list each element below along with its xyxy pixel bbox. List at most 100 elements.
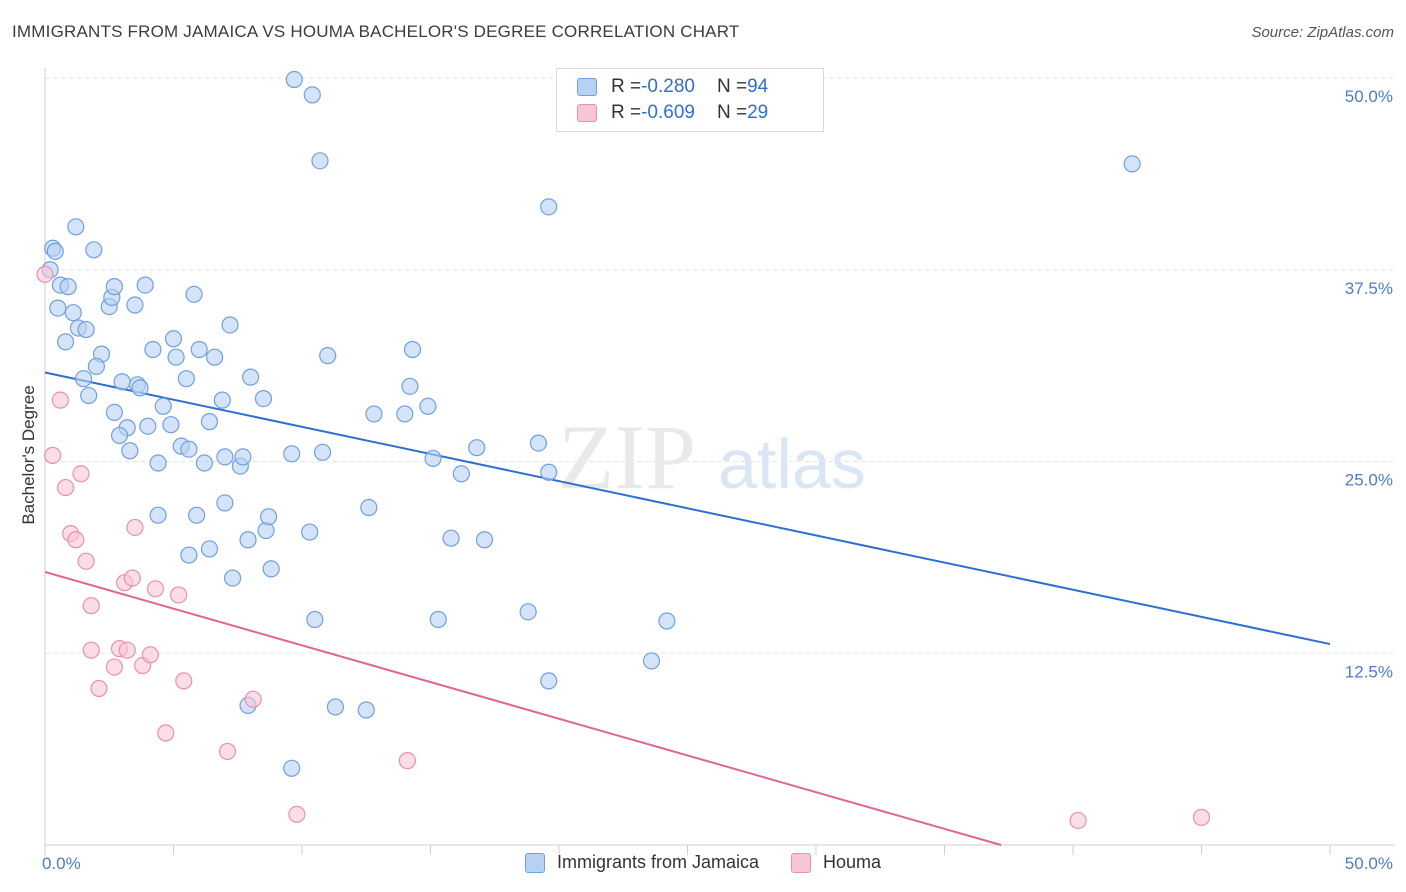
data-point-houma (157, 724, 175, 742)
data-point-jamaica (136, 276, 154, 294)
series-label-jamaica: Immigrants from Jamaica (556, 852, 759, 872)
data-point-jamaica (303, 86, 321, 104)
data-point-houma (105, 658, 123, 676)
data-point-jamaica (154, 397, 172, 415)
data-point-jamaica (162, 416, 180, 434)
data-point-jamaica (200, 540, 219, 558)
data-point-jamaica (144, 340, 162, 359)
data-point-jamaica (452, 465, 470, 483)
data-point-jamaica (424, 449, 442, 468)
series-label-houma: Houma (823, 852, 882, 872)
data-point-jamaica (221, 316, 239, 334)
legend-row-houma: R = -0.609 N = 29 (577, 101, 768, 125)
tick-labels: 12.5% 25.0% 37.5% 50.0% 0.0% 50.0% (42, 87, 1393, 873)
data-point-houma (123, 569, 141, 587)
data-point-jamaica (195, 454, 213, 472)
y-tick-label: 50.0% (1345, 87, 1393, 106)
data-point-jamaica (475, 531, 494, 549)
legend-r-value: -0.280 (641, 76, 695, 97)
y-axis-label: Bachelor's Degree (19, 385, 38, 524)
data-point-jamaica (149, 454, 167, 472)
data-point-houma (56, 478, 75, 497)
y-tick-label: 25.0% (1345, 471, 1393, 490)
legend-n-value: 29 (747, 102, 769, 123)
watermark: ZIP atlas (558, 406, 866, 508)
data-point-jamaica (262, 560, 280, 578)
watermark-zip: ZIP (558, 406, 696, 508)
legend-r-value: -0.609 (641, 102, 695, 123)
data-point-jamaica (658, 612, 676, 630)
data-point-houma (77, 552, 95, 570)
data-point-jamaica (126, 296, 144, 314)
data-point-jamaica (46, 242, 64, 260)
data-point-jamaica (301, 523, 319, 541)
data-point-houma (175, 672, 193, 690)
data-point-houma (51, 391, 70, 409)
series-swatch-houma (791, 852, 811, 873)
data-point-jamaica (642, 652, 661, 670)
legend-r-label: R = (611, 102, 642, 123)
data-point-jamaica (357, 701, 375, 719)
data-point-jamaica (80, 386, 98, 405)
data-point-jamaica (206, 348, 224, 366)
data-point-jamaica (64, 304, 82, 322)
data-point-jamaica (540, 198, 558, 216)
data-point-jamaica (131, 379, 149, 397)
series-swatch-jamaica (524, 852, 545, 873)
gridlines (45, 77, 1395, 654)
data-point-jamaica (242, 368, 260, 386)
data-point-jamaica (85, 241, 103, 259)
data-point-houma (288, 805, 306, 823)
data-point-jamaica (283, 759, 301, 777)
data-point-houma (90, 679, 108, 698)
data-point-jamaica (121, 442, 139, 460)
data-point-jamaica (442, 529, 460, 547)
data-point-houma (36, 265, 54, 283)
data-point-jamaica (180, 546, 198, 564)
data-point-jamaica (224, 569, 242, 587)
data-point-jamaica (67, 218, 85, 236)
data-point-houma (398, 752, 416, 770)
data-point-houma (82, 597, 100, 615)
data-point-jamaica (360, 498, 378, 517)
data-point-jamaica (59, 278, 77, 296)
y-tick-label: 37.5% (1345, 279, 1393, 298)
data-point-jamaica (56, 333, 75, 351)
data-point-houma (72, 465, 90, 483)
data-point-jamaica (105, 278, 123, 296)
data-point-jamaica (313, 443, 332, 461)
data-point-jamaica (239, 531, 257, 549)
data-point-jamaica (213, 391, 231, 409)
legend-row-jamaica: R = -0.280 N = 94 (577, 75, 768, 99)
data-point-jamaica (419, 397, 437, 415)
data-point-jamaica (396, 405, 414, 423)
data-point-jamaica (113, 373, 131, 391)
data-point-jamaica (167, 348, 185, 366)
data-point-jamaica (1123, 155, 1141, 173)
data-point-houma (218, 742, 237, 761)
data-point-jamaica (283, 445, 301, 463)
data-point-jamaica (254, 390, 273, 408)
data-point-jamaica (326, 698, 345, 716)
data-point-jamaica (311, 152, 329, 170)
data-point-jamaica (200, 413, 219, 431)
trend-line (44, 570, 1002, 846)
data-point-jamaica (365, 405, 383, 423)
data-point-jamaica (139, 417, 157, 435)
legend-n-label: N = (716, 76, 748, 97)
data-points (36, 70, 1211, 830)
y-tick-label: 12.5% (1345, 662, 1393, 681)
data-point-jamaica (188, 506, 206, 524)
data-point-jamaica (105, 403, 123, 422)
data-point-jamaica (403, 340, 422, 359)
x-tick-label: 50.0% (1345, 854, 1393, 873)
data-point-jamaica (87, 357, 106, 375)
data-point-houma (244, 690, 262, 708)
source-label: Source: ZipAtlas.com (1251, 24, 1394, 41)
data-point-jamaica (401, 377, 419, 395)
data-point-houma (1192, 808, 1211, 826)
legend-n-label: N = (716, 102, 748, 123)
data-point-jamaica (190, 340, 208, 359)
data-point-jamaica (77, 320, 95, 339)
